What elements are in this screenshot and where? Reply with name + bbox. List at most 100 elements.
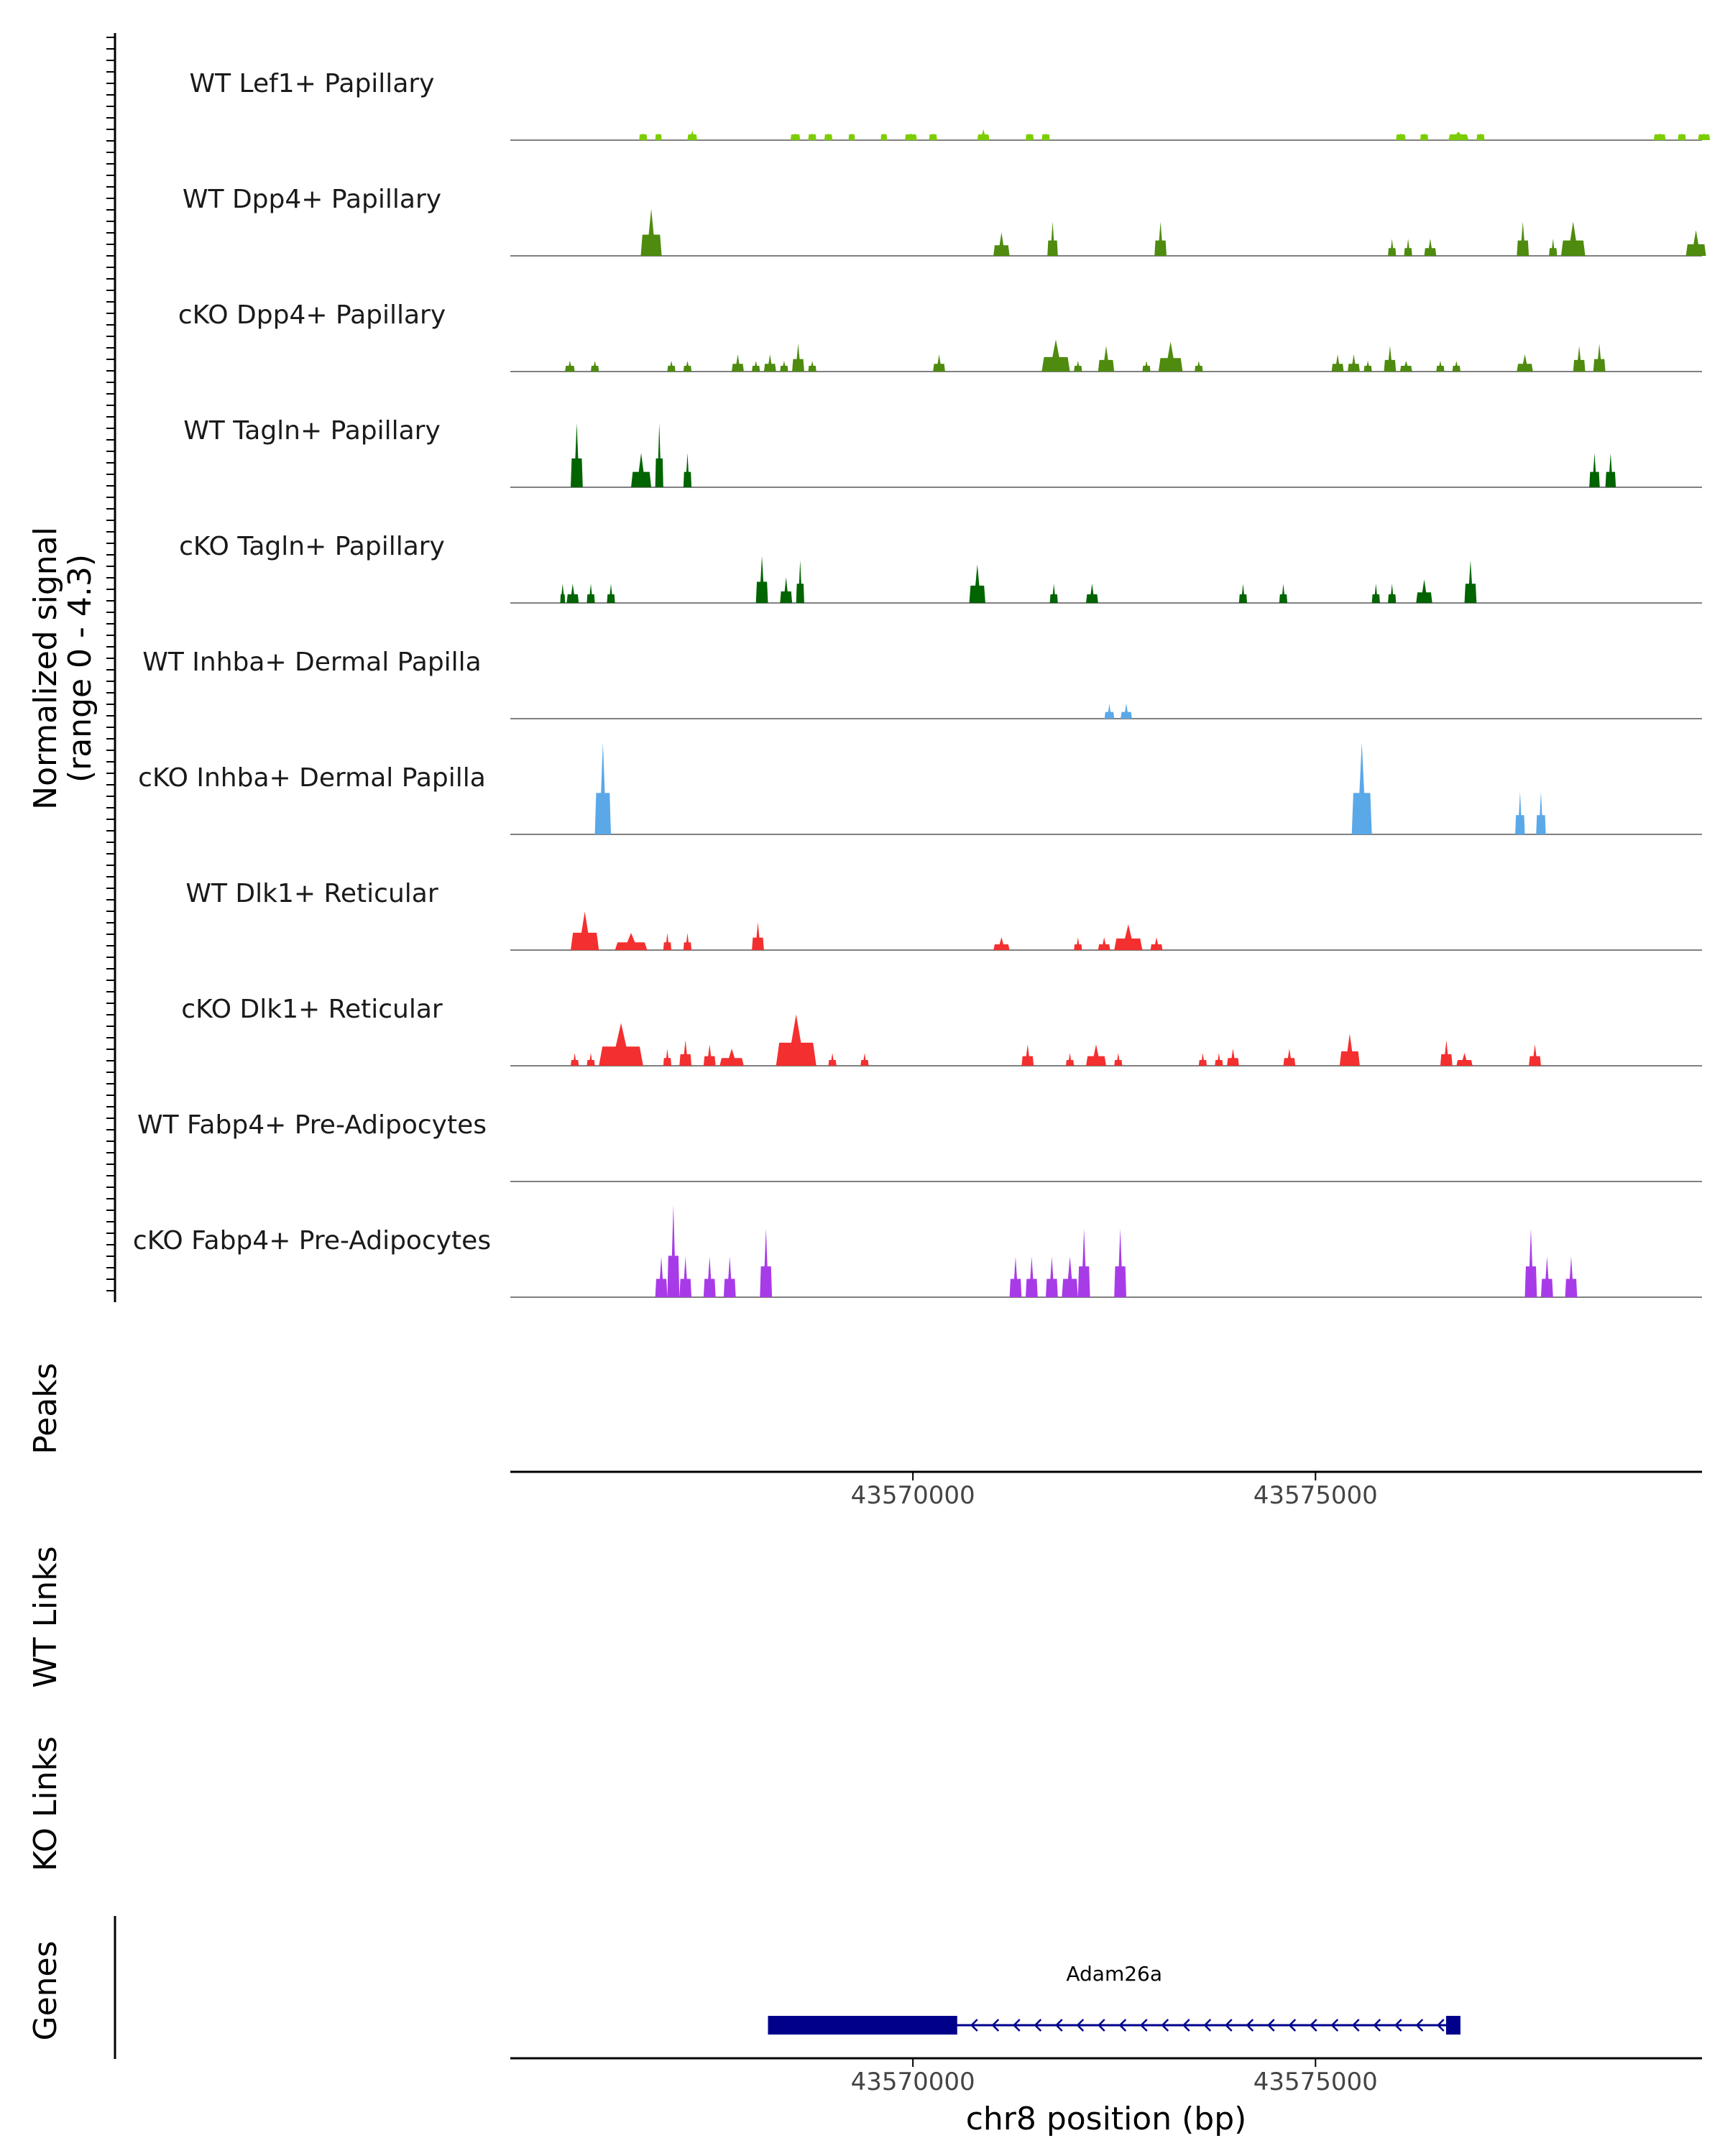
coverage-peak [929,134,937,140]
ko-links-panel-label: KO Links [27,1736,64,1871]
coverage-peak [723,1256,736,1297]
track: WT Tagln+ Papillary [183,416,1702,488]
coverage-peak [1399,361,1412,372]
signal-axis-ticks [106,37,115,1291]
coverage-peak [1436,361,1445,372]
coverage-peak [1549,239,1558,256]
coverage-peak [703,1256,716,1297]
coverage-peak [1448,132,1469,140]
coverage-peak [679,1256,692,1297]
coverage-peak [663,1049,672,1066]
coverage-peak [1021,1044,1034,1066]
strand-arrow-icon [1161,2019,1169,2032]
strand-arrow-icon [1118,2019,1127,2032]
peaks-panel-label: Peaks [27,1363,64,1454]
coverage-peak [599,1023,643,1066]
coverage-peak [1158,341,1183,372]
track: cKO Inhba+ Dermal Papilla [138,742,1702,835]
x-tick-label: 43570000 [851,2068,975,2096]
coverage-peak [792,344,804,372]
coverage-peak [1388,239,1397,256]
coverage-tracks: WT Lef1+ Papillary WT Dpp4+ Papillary cKO … [133,69,1711,1298]
strand-arrow-icon [1034,2019,1042,2032]
coverage-peak [1098,937,1110,950]
coverage-peak [860,1053,869,1066]
coverage-peak [752,361,760,372]
coverage-peak [1331,354,1344,372]
coverage-peak [1074,937,1082,950]
coverage-peak [977,129,990,140]
coverage-peak [1098,346,1115,372]
coverage-peak [904,134,917,140]
strand-arrow-icon [1076,2019,1085,2032]
coverage-peak [1573,346,1586,372]
coverage-peak [1420,134,1429,140]
strand-arrow-icon [1309,2019,1317,2032]
coverage-peak [1653,134,1666,140]
track: WT Inhba+ Dermal Papilla [142,648,1702,719]
strand-arrow-icon [1415,2019,1424,2032]
strand-arrow-icon [970,2019,978,2032]
coverage-peak [571,423,583,487]
coverage-peak [1077,1228,1090,1297]
coverage-peak [1009,1256,1022,1297]
coverage-peak [752,922,764,950]
track-label: cKO Tagln+ Papillary [179,532,445,561]
track: cKO Fabp4+ Pre-Adipocytes [133,1205,1702,1298]
track: WT Dlk1+ Reticular [185,879,1702,951]
coverage-peak [1529,1044,1541,1066]
coverage-peak [933,354,945,372]
coverage-peak [824,134,833,140]
coverage-peak [732,354,744,372]
coverage-peak [1363,361,1372,372]
coverage-peak [1047,221,1058,256]
coverage-peak [655,134,662,140]
strand-arrow-icon [1266,2019,1275,2032]
coverage-peak [1041,134,1050,140]
coverage-peak [607,584,615,603]
coverage-peak [594,742,612,834]
coverage-peak [1215,1053,1223,1066]
coverage-peak [1049,584,1058,603]
peaks-x-axis: 43570000 43575000 [510,1470,1702,1510]
coverage-peak [1524,1228,1537,1297]
coverage-peak [1154,221,1167,256]
gene-coding-exon [768,2016,957,2035]
strand-arrow-icon [1436,2019,1445,2032]
coverage-peak [1440,1040,1453,1066]
coverage-peak [1396,134,1406,140]
coverage-peak [1388,584,1397,603]
coverage-peak [1025,134,1034,140]
strand-arrow-icon [1097,2019,1105,2032]
coverage-peak [1536,791,1546,834]
coverage-peak [1121,704,1132,719]
coverage-peak [1085,584,1098,603]
gene-name-label: Adam26a [1066,1962,1162,1986]
x-tick-label: 43575000 [1254,2068,1378,2096]
coverage-peak [667,361,676,372]
coverage-peak [1605,453,1616,487]
coverage-peak [663,933,672,950]
coverage-peak [655,1256,668,1297]
coverage-peak [776,1014,816,1066]
coverage-peak [1104,704,1115,719]
coverage-peak [1085,1044,1106,1066]
coverage-peak [790,134,801,140]
coverage-peak [683,361,692,372]
coverage-peak [615,933,648,950]
signal-axis: Normalized signal (range 0 - 4.3) [27,33,116,1302]
strand-arrow-icon [1203,2019,1212,2032]
coverage-peak [1114,1053,1123,1066]
strand-arrow-icon [1182,2019,1190,2032]
coverage-peak [639,134,648,140]
coverage-peak [969,564,985,603]
coverage-peak [1114,924,1143,950]
coverage-peak [1150,937,1163,950]
coverage-peak [1456,1053,1473,1066]
wt-links-panel-label: WT Links [27,1546,64,1687]
coverage-peak [1283,1049,1296,1066]
genes-x-axis-ticks: 43570000 43575000 [851,2058,1378,2096]
signal-axis-label-line1: Normalized signal [27,527,64,810]
coverage-peak [1074,361,1082,372]
